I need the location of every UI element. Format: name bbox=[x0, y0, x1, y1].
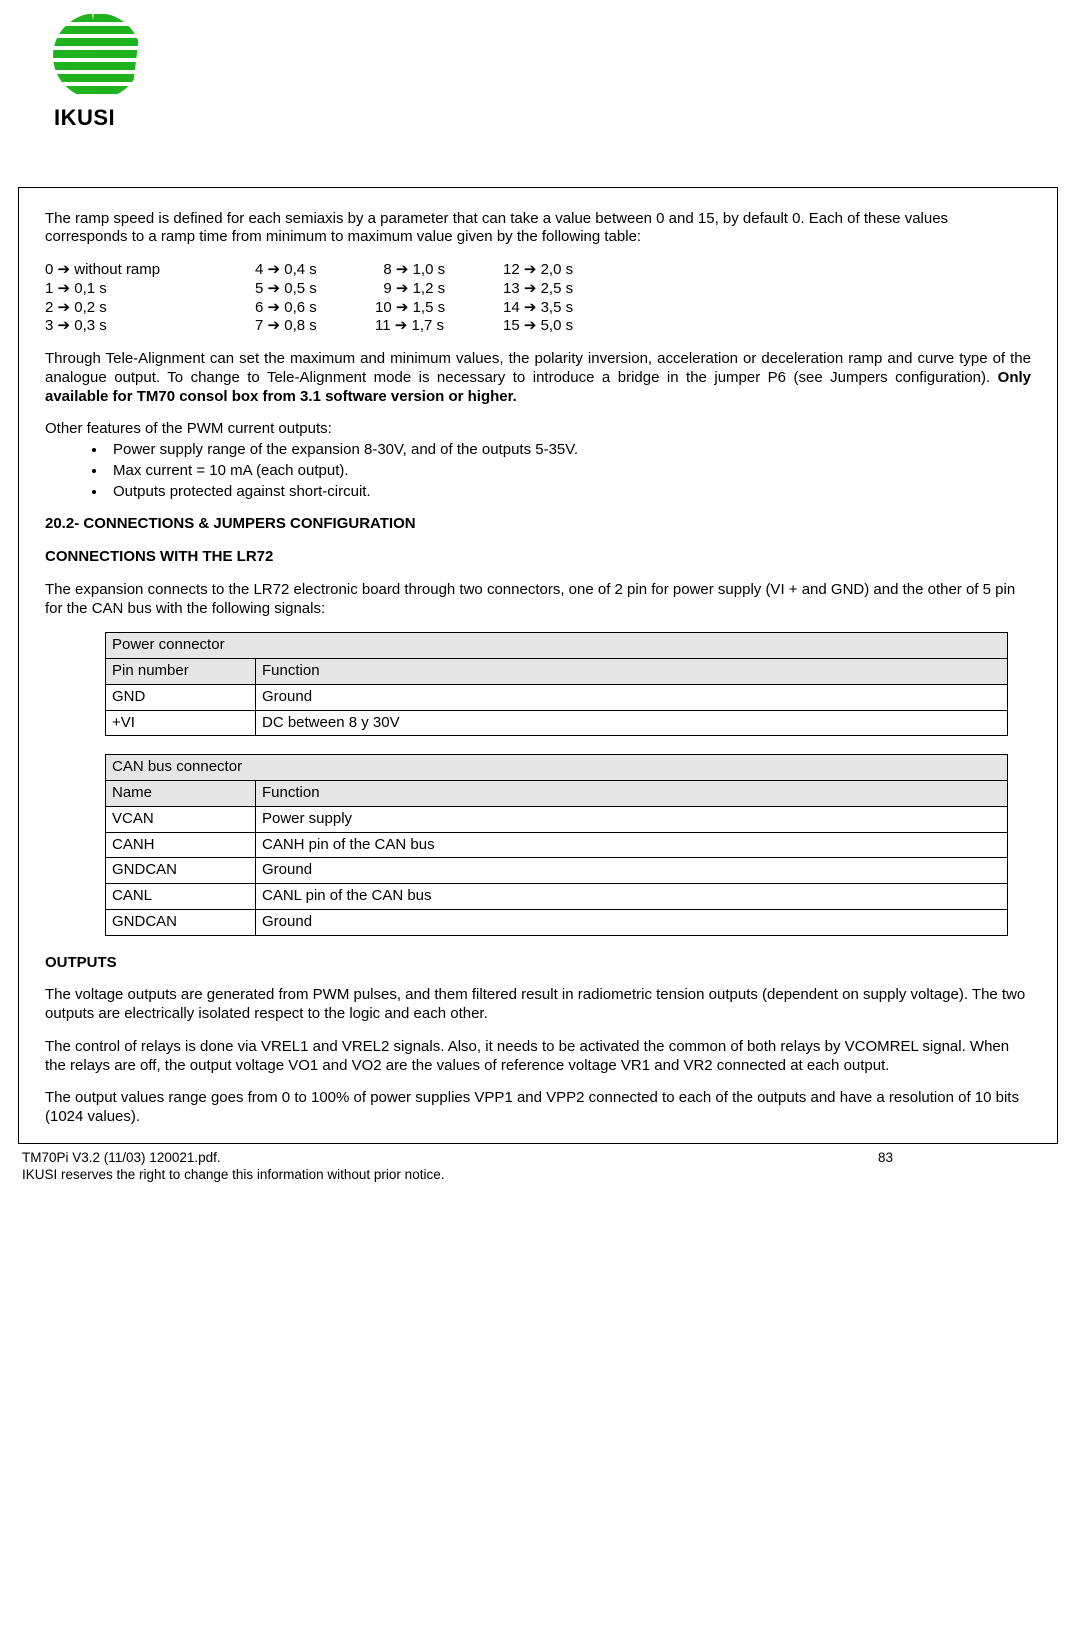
brand-text: IKUSI bbox=[54, 104, 1058, 132]
power-connector-table: Power connector Pin number Function GND … bbox=[105, 632, 1008, 736]
table-head: Function bbox=[256, 781, 1008, 807]
page: IKUSI The ramp speed is defined for each… bbox=[0, 0, 1076, 1184]
feature-item: Power supply range of the expansion 8-30… bbox=[107, 441, 1031, 460]
feature-item: Outputs protected against short-circuit. bbox=[107, 483, 1031, 502]
ramp-cell: 7 ➔ 0,8 s bbox=[255, 317, 375, 336]
table-cell: GND bbox=[106, 684, 256, 710]
table-cell: CANL pin of the CAN bus bbox=[256, 884, 1008, 910]
ramp-cell: 8 ➔ 1,0 s bbox=[375, 261, 503, 280]
table-cell: +VI bbox=[106, 710, 256, 736]
table-cell: Ground bbox=[256, 858, 1008, 884]
outputs-p3: The output values range goes from 0 to 1… bbox=[45, 1089, 1031, 1127]
ramp-cell: 2 ➔ 0,2 s bbox=[45, 299, 255, 318]
ramp-cell: 9 ➔ 1,2 s bbox=[375, 280, 503, 299]
table-title: CAN bus connector bbox=[106, 755, 1008, 781]
outputs-heading: OUTPUTS bbox=[45, 954, 1031, 973]
logo-icon bbox=[52, 12, 142, 100]
table-title: Power connector bbox=[106, 633, 1008, 659]
table-cell: Ground bbox=[256, 909, 1008, 935]
ramp-cell: 6 ➔ 0,6 s bbox=[255, 299, 375, 318]
table-cell: CANH bbox=[106, 832, 256, 858]
ramp-cell: 14 ➔ 3,5 s bbox=[503, 299, 633, 318]
content-box: The ramp speed is defined for each semia… bbox=[18, 187, 1058, 1144]
ramp-cell: 13 ➔ 2,5 s bbox=[503, 280, 633, 299]
ramp-cell: 0 ➔ without ramp bbox=[45, 261, 255, 280]
telealign-text: Through Tele-Alignment can set the maxim… bbox=[45, 350, 1031, 386]
outputs-p1: The voltage outputs are generated from P… bbox=[45, 986, 1031, 1024]
footer-line1: TM70Pi V3.2 (11/03) 120021.pdf. bbox=[22, 1150, 878, 1167]
ramp-cell: 1 ➔ 0,1 s bbox=[45, 280, 255, 299]
ramp-cell: 4 ➔ 0,4 s bbox=[255, 261, 375, 280]
ramp-cell: 12 ➔ 2,0 s bbox=[503, 261, 633, 280]
features-intro: Other features of the PWM current output… bbox=[45, 420, 1031, 439]
ramp-cell: 5 ➔ 0,5 s bbox=[255, 280, 375, 299]
table-cell: CANL bbox=[106, 884, 256, 910]
logo-block: IKUSI bbox=[52, 12, 1058, 132]
connections-text: The expansion connects to the LR72 elect… bbox=[45, 581, 1031, 619]
feature-item: Max current = 10 mA (each output). bbox=[107, 462, 1031, 481]
table-head: Function bbox=[256, 659, 1008, 685]
ramp-cell: 3 ➔ 0,3 s bbox=[45, 317, 255, 336]
section-heading: 20.2- CONNECTIONS & JUMPERS CONFIGURATIO… bbox=[45, 515, 1031, 534]
footer: TM70Pi V3.2 (11/03) 120021.pdf. IKUSI re… bbox=[22, 1150, 1058, 1184]
telealign-paragraph: Through Tele-Alignment can set the maxim… bbox=[45, 350, 1031, 406]
table-cell: VCAN bbox=[106, 806, 256, 832]
section-subheading: CONNECTIONS WITH THE LR72 bbox=[45, 548, 1031, 567]
table-head: Pin number bbox=[106, 659, 256, 685]
outputs-p2: The control of relays is done via VREL1 … bbox=[45, 1038, 1031, 1076]
table-cell: GNDCAN bbox=[106, 909, 256, 935]
intro-paragraph: The ramp speed is defined for each semia… bbox=[45, 210, 1031, 248]
table-head: Name bbox=[106, 781, 256, 807]
table-cell: CANH pin of the CAN bus bbox=[256, 832, 1008, 858]
ramp-table: 0 ➔ without ramp 4 ➔ 0,4 s 8 ➔ 1,0 s 12 … bbox=[45, 261, 1031, 336]
ramp-cell: 15 ➔ 5,0 s bbox=[503, 317, 633, 336]
table-cell: Ground bbox=[256, 684, 1008, 710]
table-cell: DC between 8 y 30V bbox=[256, 710, 1008, 736]
ramp-cell: 11 ➔ 1,7 s bbox=[375, 317, 503, 336]
page-number: 83 bbox=[878, 1150, 1058, 1184]
ramp-cell: 10 ➔ 1,5 s bbox=[375, 299, 503, 318]
table-cell: Power supply bbox=[256, 806, 1008, 832]
footer-line2: IKUSI reserves the right to change this … bbox=[22, 1167, 878, 1184]
features-list: Power supply range of the expansion 8-30… bbox=[45, 441, 1031, 501]
can-bus-table: CAN bus connector Name Function VCANPowe… bbox=[105, 754, 1008, 935]
table-cell: GNDCAN bbox=[106, 858, 256, 884]
